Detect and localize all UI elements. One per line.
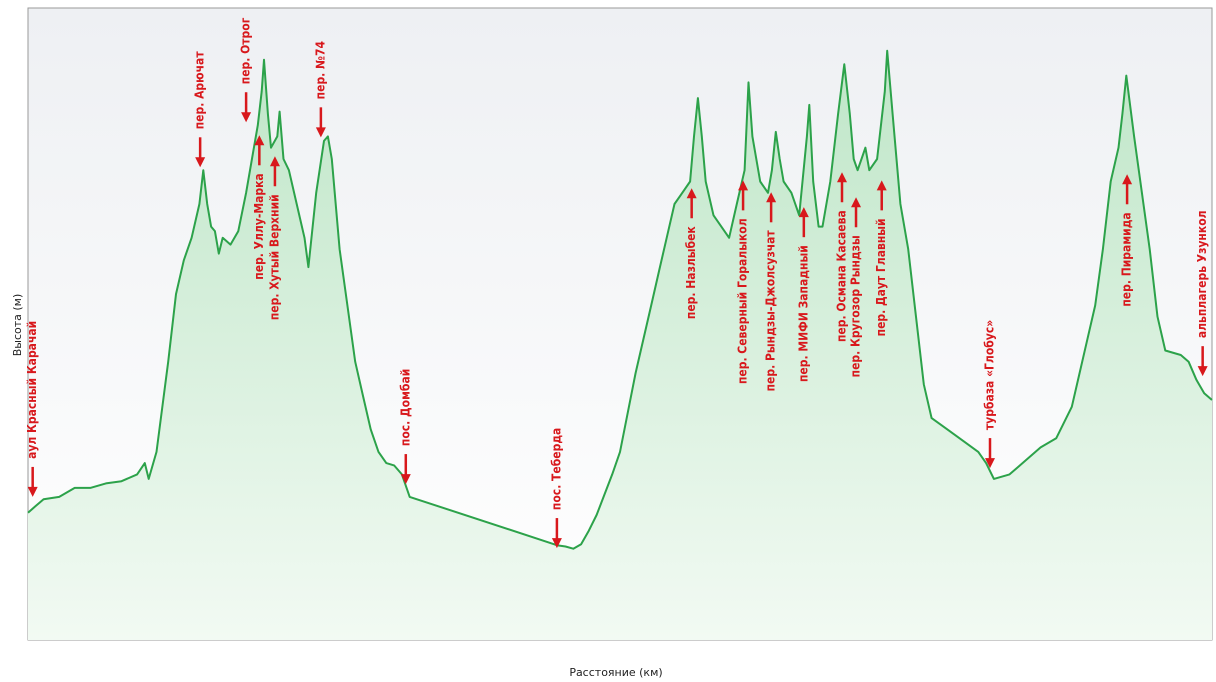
annotations: аул Красный Карачай пер. Арючат пер. Отрог… <box>25 17 1209 549</box>
annotation: пер. №74 <box>313 40 327 138</box>
annotation-label: пер. Хутый Верхний <box>267 194 281 320</box>
annotation-label: пер. Османа Касаева <box>835 210 849 342</box>
annotation: пер. Пирамида <box>1120 174 1134 307</box>
annotation-label: пер. Рындзы-Джолсузчат <box>764 230 778 392</box>
annotation-label: пер. Отрог <box>239 17 253 84</box>
annotation: пер. Уллу-Марка <box>252 135 266 280</box>
arrow-head <box>876 180 887 191</box>
annotation: альплагерь Узункол <box>1195 210 1209 377</box>
annotation-label: пер. Северный Горалыкол <box>736 218 750 384</box>
annotation: пер. Северный Горалыкол <box>736 180 750 384</box>
arrow-head <box>241 112 252 123</box>
annotation: турбаза «Глобус» <box>983 320 997 469</box>
annotation: пер. Отрог <box>239 17 253 123</box>
arrow-head <box>269 156 280 167</box>
plot <box>27 49 1213 641</box>
annotation: пос. Домбай <box>398 369 412 485</box>
arrow-head <box>1197 366 1208 377</box>
annotation-label: альплагерь Узункол <box>1195 210 1209 338</box>
annotation: пер. Арючат <box>193 51 207 168</box>
annotation-label: пер. №74 <box>313 40 327 99</box>
annotation: пер. Кругозор Рындзы <box>849 197 863 377</box>
arrow-head <box>798 207 809 218</box>
annotation-label: пер. Арючат <box>193 51 207 130</box>
annotation: пер. Османа Касаева <box>835 172 849 342</box>
arrow-head <box>27 486 38 497</box>
annotation-label: пер. Кругозор Рындзы <box>849 235 863 377</box>
arrow-head <box>766 192 777 203</box>
annotation: пос. Теберда <box>549 428 563 549</box>
arrow-head <box>738 180 749 191</box>
arrow-head <box>985 458 995 469</box>
annotation: пер. МИФИ Западный <box>796 207 810 382</box>
annotation-label: пер. Назлыбек <box>684 226 698 320</box>
annotation-label: аул Красный Карачай <box>25 321 39 459</box>
annotation: пер. Даут Главный <box>874 180 888 336</box>
elevation-area <box>28 50 1212 641</box>
arrow-head <box>195 157 206 168</box>
annotation-label: пос. Домбай <box>398 369 412 446</box>
arrow-head <box>686 188 697 199</box>
annotation-label: пер. Даут Главный <box>874 218 888 336</box>
arrow-head <box>851 197 862 208</box>
arrow-head <box>837 172 847 183</box>
arrow-head <box>315 127 326 138</box>
arrow-head <box>254 135 265 146</box>
elevation-line <box>27 49 1213 550</box>
x-axis-title: Расстояние (км) <box>569 666 662 679</box>
annotation-label: пер. МИФИ Западный <box>796 245 810 382</box>
y-axis-title: Высота (м) <box>11 294 24 357</box>
annotation-label: пер. Пирамида <box>1120 212 1134 306</box>
arrow-head <box>1122 174 1133 185</box>
annotation-label: пос. Теберда <box>549 428 563 510</box>
annotation: пер. Рындзы-Джолсузчат <box>764 192 778 391</box>
annotation-label: пер. Уллу-Марка <box>252 173 266 279</box>
annotation: аул Красный Карачай <box>25 321 39 497</box>
annotation: пер. Назлыбек <box>684 188 698 319</box>
arrow-head <box>400 474 411 485</box>
arrow-head <box>551 538 562 549</box>
annotation: пер. Хутый Верхний <box>267 156 281 320</box>
annotation-label: турбаза «Глобус» <box>983 320 997 430</box>
